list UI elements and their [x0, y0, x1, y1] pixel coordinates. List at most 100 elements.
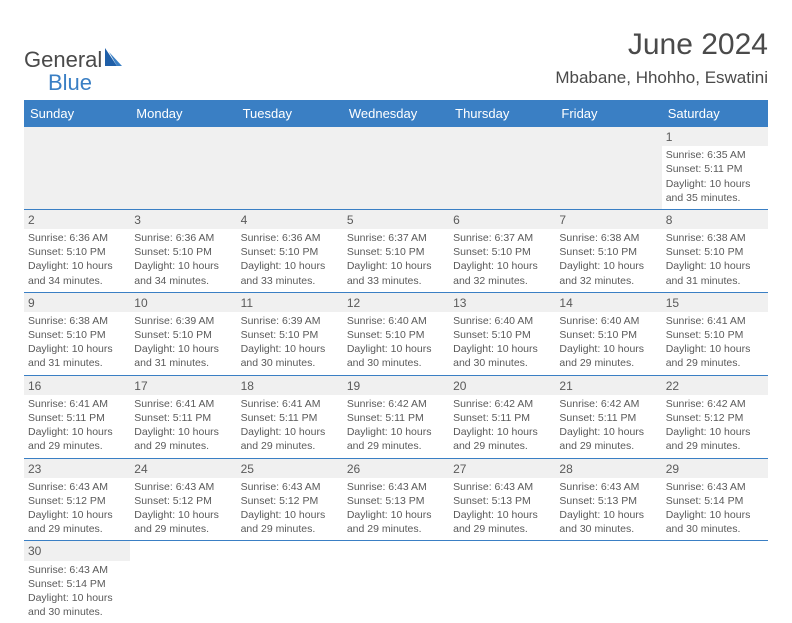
daylight-text: Daylight: 10 hours and 31 minutes.: [134, 342, 232, 370]
sunrise-text: Sunrise: 6:36 AM: [134, 231, 232, 245]
sunset-text: Sunset: 5:11 PM: [666, 162, 764, 176]
sunrise-text: Sunrise: 6:38 AM: [28, 314, 126, 328]
day-number: 4: [237, 210, 343, 229]
day-cell: 3Sunrise: 6:36 AMSunset: 5:10 PMDaylight…: [130, 209, 236, 292]
day-cell: 9Sunrise: 6:38 AMSunset: 5:10 PMDaylight…: [24, 292, 130, 375]
day-number: 12: [343, 293, 449, 312]
daylight-text: Daylight: 10 hours and 29 minutes.: [559, 425, 657, 453]
weekday-header-row: Sunday Monday Tuesday Wednesday Thursday…: [24, 100, 768, 127]
sunset-text: Sunset: 5:10 PM: [559, 328, 657, 342]
day-number: 11: [237, 293, 343, 312]
weekday-header: Friday: [555, 100, 661, 127]
sunset-text: Sunset: 5:11 PM: [28, 411, 126, 425]
day-number: 21: [555, 376, 661, 395]
day-number: 24: [130, 459, 236, 478]
day-cell: 2Sunrise: 6:36 AMSunset: 5:10 PMDaylight…: [24, 209, 130, 292]
sunrise-text: Sunrise: 6:35 AM: [666, 148, 764, 162]
day-cell: 21Sunrise: 6:42 AMSunset: 5:11 PMDayligh…: [555, 375, 661, 458]
day-cell: [555, 127, 661, 209]
weekday-header: Saturday: [662, 100, 768, 127]
sunrise-text: Sunrise: 6:38 AM: [559, 231, 657, 245]
daylight-text: Daylight: 10 hours and 30 minutes.: [347, 342, 445, 370]
day-cell: 20 Sunrise: 6:42 AMSunset: 5:11 PMDayligh…: [449, 375, 555, 458]
day-details: Sunrise: 6:36 AMSunset: 5:10 PMDaylight:…: [28, 231, 126, 288]
week-row: 16Sunrise: 6:41 AMSunset: 5:11 PMDayligh…: [24, 375, 768, 458]
sunset-text: Sunset: 5:12 PM: [241, 494, 339, 508]
day-number: 28: [555, 459, 661, 478]
sunrise-text: Sunrise: 6:43 AM: [28, 480, 126, 494]
title-block: June 2024 Mbabane, Hhohho, Eswatini: [555, 28, 768, 88]
daylight-text: Daylight: 10 hours and 31 minutes.: [666, 259, 764, 287]
day-details: Sunrise: 6:40 AMSunset: 5:10 PMDaylight:…: [453, 314, 551, 371]
day-cell: [449, 127, 555, 209]
daylight-text: Daylight: 10 hours and 29 minutes.: [134, 425, 232, 453]
day-details: Sunrise: 6:40 AMSunset: 5:10 PMDaylight:…: [559, 314, 657, 371]
day-cell: [555, 541, 661, 623]
sunrise-text: Sunrise: 6:43 AM: [347, 480, 445, 494]
day-cell: 19Sunrise: 6:42 AMSunset: 5:11 PMDayligh…: [343, 375, 449, 458]
weekday-header: Sunday: [24, 100, 130, 127]
week-row: 30Sunrise: 6:43 AMSunset: 5:14 PMDayligh…: [24, 541, 768, 623]
daylight-text: Daylight: 10 hours and 33 minutes.: [241, 259, 339, 287]
sunrise-text: Sunrise: 6:43 AM: [28, 563, 126, 577]
daylight-text: Daylight: 10 hours and 29 minutes.: [134, 508, 232, 536]
day-details: Sunrise: 6:40 AMSunset: 5:10 PMDaylight:…: [347, 314, 445, 371]
day-cell: 26Sunrise: 6:43 AMSunset: 5:13 PMDayligh…: [343, 458, 449, 541]
day-cell: 8Sunrise: 6:38 AMSunset: 5:10 PMDaylight…: [662, 209, 768, 292]
day-cell: [130, 127, 236, 209]
sunset-text: Sunset: 5:10 PM: [241, 328, 339, 342]
daylight-text: Daylight: 10 hours and 30 minutes.: [666, 508, 764, 536]
daylight-text: Daylight: 10 hours and 29 minutes.: [241, 508, 339, 536]
sunrise-text: Sunrise: 6:41 AM: [666, 314, 764, 328]
sunrise-text: Sunrise: 6:36 AM: [28, 231, 126, 245]
month-title: June 2024: [555, 28, 768, 62]
daylight-text: Daylight: 10 hours and 30 minutes.: [241, 342, 339, 370]
sunset-text: Sunset: 5:10 PM: [134, 328, 232, 342]
week-row: 23Sunrise: 6:43 AMSunset: 5:12 PMDayligh…: [24, 458, 768, 541]
sunset-text: Sunset: 5:10 PM: [241, 245, 339, 259]
weekday-header: Monday: [130, 100, 236, 127]
sunset-text: Sunset: 5:12 PM: [134, 494, 232, 508]
day-details: Sunrise: 6:35 AMSunset: 5:11 PMDaylight:…: [666, 148, 764, 205]
week-row: 2Sunrise: 6:36 AMSunset: 5:10 PMDaylight…: [24, 209, 768, 292]
day-details: Sunrise: 6:41 AMSunset: 5:11 PMDaylight:…: [134, 397, 232, 454]
logo-sail-icon: [102, 46, 128, 73]
day-cell: [237, 127, 343, 209]
day-number: 10: [130, 293, 236, 312]
sunrise-text: Sunrise: 6:39 AM: [134, 314, 232, 328]
sunrise-text: Sunrise: 6:43 AM: [666, 480, 764, 494]
daylight-text: Daylight: 10 hours and 30 minutes.: [28, 591, 126, 619]
day-cell: 22Sunrise: 6:42 AMSunset: 5:12 PMDayligh…: [662, 375, 768, 458]
day-number: 19: [343, 376, 449, 395]
weekday-header: Thursday: [449, 100, 555, 127]
sunrise-text: Sunrise: 6:43 AM: [241, 480, 339, 494]
day-details: Sunrise: 6:39 AMSunset: 5:10 PMDaylight:…: [241, 314, 339, 371]
sunset-text: Sunset: 5:11 PM: [559, 411, 657, 425]
day-cell: [130, 541, 236, 623]
day-details: Sunrise: 6:43 AMSunset: 5:13 PMDaylight:…: [453, 480, 551, 537]
sunset-text: Sunset: 5:11 PM: [134, 411, 232, 425]
day-cell: 17Sunrise: 6:41 AMSunset: 5:11 PMDayligh…: [130, 375, 236, 458]
daylight-text: Daylight: 10 hours and 29 minutes.: [453, 425, 551, 453]
daylight-text: Daylight: 10 hours and 31 minutes.: [28, 342, 126, 370]
day-number: 20: [449, 376, 555, 395]
day-cell: 6Sunrise: 6:37 AMSunset: 5:10 PMDaylight…: [449, 209, 555, 292]
sunrise-text: Sunrise: 6:40 AM: [453, 314, 551, 328]
day-cell: 18Sunrise: 6:41 AMSunset: 5:11 PMDayligh…: [237, 375, 343, 458]
sunset-text: Sunset: 5:13 PM: [453, 494, 551, 508]
day-number: 29: [662, 459, 768, 478]
day-cell: 28Sunrise: 6:43 AMSunset: 5:13 PMDayligh…: [555, 458, 661, 541]
location: Mbabane, Hhohho, Eswatini: [555, 68, 768, 88]
sunset-text: Sunset: 5:14 PM: [28, 577, 126, 591]
sunset-text: Sunset: 5:10 PM: [28, 328, 126, 342]
day-number: 16: [24, 376, 130, 395]
daylight-text: Daylight: 10 hours and 29 minutes.: [347, 508, 445, 536]
day-details: Sunrise: 6:42 AMSunset: 5:11 PMDaylight:…: [453, 397, 551, 454]
day-number: 3: [130, 210, 236, 229]
day-cell: 4Sunrise: 6:36 AMSunset: 5:10 PMDaylight…: [237, 209, 343, 292]
sunset-text: Sunset: 5:10 PM: [559, 245, 657, 259]
day-details: Sunrise: 6:42 AMSunset: 5:12 PMDaylight:…: [666, 397, 764, 454]
sunset-text: Sunset: 5:11 PM: [241, 411, 339, 425]
header: General June 2024 Mbabane, Hhohho, Eswat…: [24, 28, 768, 88]
sunrise-text: Sunrise: 6:41 AM: [241, 397, 339, 411]
